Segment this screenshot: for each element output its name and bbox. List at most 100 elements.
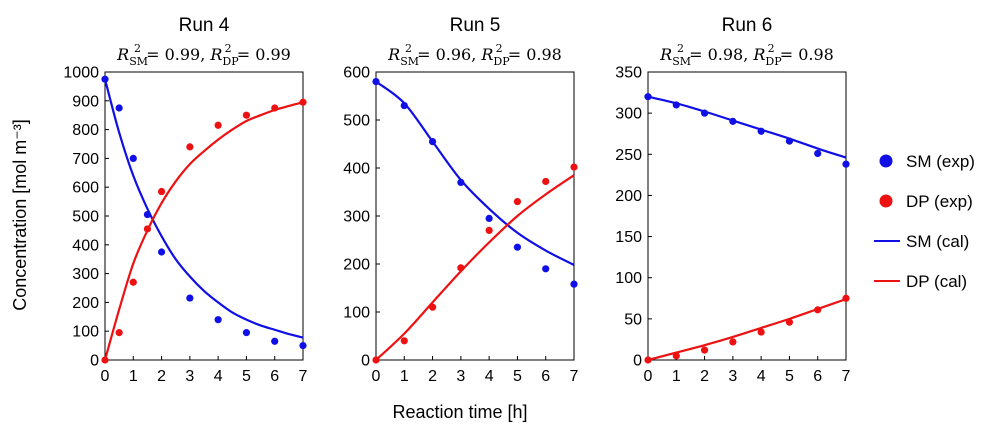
y-tick-label: 400 (343, 161, 370, 178)
chart-panel-3: Run 6 RSM2 = 0.98, RDP2 = 0.98 0 50 100 150 20… (615, 15, 850, 385)
data-point-sm-exp (299, 342, 307, 350)
y-tick-label: 800 (72, 122, 99, 139)
x-tick-label: 0 (101, 368, 110, 385)
data-point-dp-exp (115, 329, 123, 337)
chart-title: Run 4 (179, 15, 230, 36)
legend-label: SM (exp) (906, 152, 975, 171)
fit-annotation: RSM2 = 0.98, RDP2 = 0.98 (659, 42, 834, 68)
chart-panel-1: Run 4 RSM2 = 0.99, RDP2 = 0.99 0 100 200 300 4… (63, 15, 307, 385)
x-axis-label: Reaction time [h] (392, 402, 527, 422)
plot-frame (375, 71, 575, 361)
y-tick-label: 0 (90, 353, 99, 370)
y-tick-label: 150 (615, 229, 642, 246)
y-tick-label: 1000 (63, 65, 99, 82)
y-tick-label: 700 (72, 151, 99, 168)
x-tick-label: 1 (672, 368, 681, 385)
fit-annotation: RSM2 = 0.99, RDP2 = 0.99 (116, 42, 291, 68)
y-tick-label: 200 (615, 188, 642, 205)
series-line-dp-cal (375, 174, 575, 361)
x-tick-label: 2 (428, 368, 437, 385)
legend: SM (exp) DP (exp) SM (cal) DP (cal) (874, 152, 975, 291)
series-line-dp-cal (103, 101, 304, 361)
legend-label: DP (cal) (906, 272, 967, 291)
x-tick-label: 2 (157, 368, 166, 385)
data-point-sm-exp (242, 329, 251, 337)
y-tick-label: 250 (615, 147, 642, 164)
data-point-dp-exp (485, 226, 493, 234)
legend-item: SM (cal) (874, 232, 969, 251)
y-tick-label: 300 (343, 209, 370, 226)
y-tick-label: 900 (72, 93, 99, 110)
data-point-sm-exp (129, 154, 137, 162)
x-tick-label: 7 (570, 368, 579, 385)
y-tick-label: 500 (72, 209, 99, 226)
legend-marker (879, 154, 893, 168)
data-point-dp-exp (700, 346, 709, 354)
y-tick-label: 100 (72, 324, 99, 341)
legend-label: SM (cal) (906, 232, 969, 251)
y-tick-label: 350 (615, 65, 642, 82)
series-line-sm-cal (647, 95, 847, 159)
x-tick-label: 5 (513, 368, 522, 385)
chart-title: Run 5 (450, 15, 501, 36)
x-tick-label: 2 (700, 368, 709, 385)
series-line-sm-cal (375, 80, 575, 266)
y-tick-label: 100 (615, 270, 642, 287)
data-point-sm-exp (115, 104, 123, 112)
x-tick-label: 3 (185, 368, 194, 385)
x-tick-label: 4 (214, 368, 223, 385)
data-point-dp-exp (157, 187, 166, 196)
data-point-sm-exp (157, 248, 166, 256)
x-tick-label: 6 (270, 368, 279, 385)
y-tick-label: 600 (72, 180, 99, 197)
x-tick-label: 6 (813, 368, 822, 385)
plot-frame (104, 71, 304, 361)
plot-frame (647, 71, 847, 361)
x-tick-label: 4 (485, 368, 494, 385)
data-point-sm-exp (513, 243, 522, 251)
y-tick-label: 500 (343, 113, 370, 130)
data-point-dp-exp (129, 278, 137, 286)
legend-item: DP (exp) (879, 192, 973, 211)
y-tick-label: 0 (633, 353, 642, 370)
x-tick-label: 3 (728, 368, 737, 385)
y-tick-label: 100 (343, 305, 370, 322)
data-point-sm-exp (214, 316, 222, 324)
x-tick-label: 4 (757, 368, 766, 385)
y-tick-label: 600 (343, 65, 370, 82)
y-tick-label: 200 (72, 295, 99, 312)
x-tick-label: 1 (129, 368, 138, 385)
y-tick-label: 200 (343, 257, 370, 274)
data-point-sm-exp (485, 214, 493, 222)
data-point-sm-exp (842, 160, 850, 168)
legend-marker (879, 194, 893, 208)
data-point-dp-exp (400, 337, 408, 345)
x-tick-label: 3 (456, 368, 465, 385)
series-line-sm-cal (103, 78, 304, 339)
data-point-sm-exp (570, 280, 578, 288)
x-tick-label: 1 (400, 368, 409, 385)
x-tick-label: 6 (541, 368, 550, 385)
chart-panel-2: Run 5 RSM2 = 0.96, RDP2 = 0.98 0 100 200 300 4… (343, 15, 578, 385)
x-tick-label: 7 (842, 368, 851, 385)
legend-item: DP (cal) (874, 272, 967, 291)
data-point-dp-exp (214, 121, 222, 129)
data-point-dp-exp (570, 163, 578, 171)
y-tick-label: 300 (72, 266, 99, 283)
chart-title: Run 6 (722, 15, 773, 36)
data-point-dp-exp (513, 198, 522, 206)
data-point-sm-exp (271, 337, 279, 345)
y-axis-label: Concentration [mol m⁻³] (10, 119, 30, 311)
data-point-sm-exp (814, 149, 822, 158)
data-point-dp-exp (242, 111, 251, 119)
data-point-sm-exp (542, 265, 550, 273)
data-point-dp-exp (757, 328, 765, 336)
y-tick-label: 50 (624, 311, 642, 328)
data-point-dp-exp (729, 338, 737, 346)
x-tick-label: 0 (372, 368, 381, 385)
data-point-dp-exp (186, 143, 194, 151)
x-tick-label: 7 (299, 368, 308, 385)
legend-label: DP (exp) (906, 192, 973, 211)
